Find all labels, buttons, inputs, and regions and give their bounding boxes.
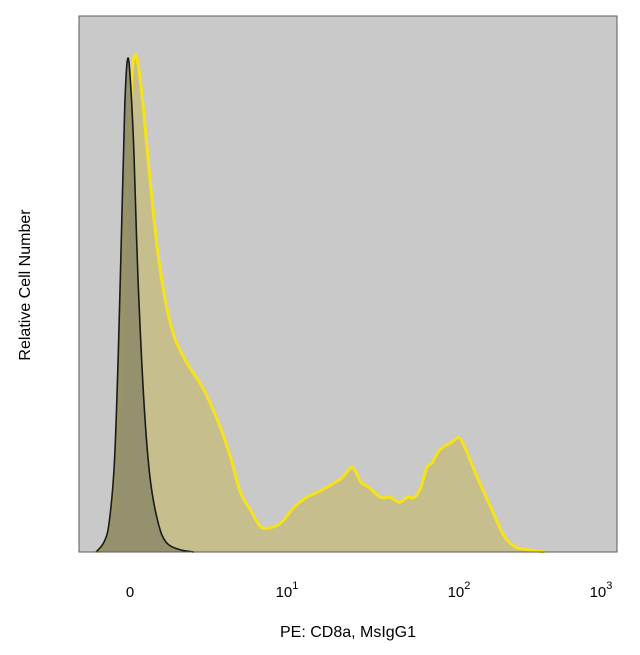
- x-tick-label-0: 0: [126, 584, 134, 601]
- x-tick-label-3: 103: [590, 580, 613, 601]
- series-layer: [95, 52, 545, 554]
- x-tick-label-1: 101: [276, 580, 299, 601]
- histogram-0-line: [95, 57, 195, 553]
- x-axis-label: PE: CD8a, MsIgG1: [280, 624, 416, 641]
- histogram-1-line: [95, 52, 545, 554]
- y-axis-label: Relative Cell Number: [17, 209, 34, 361]
- x-tick-labels: 0 101 102 103: [126, 580, 613, 601]
- x-tick-label-2: 102: [448, 580, 471, 601]
- plot-frame: [78, 15, 618, 553]
- histogram-0-fill: [96, 57, 194, 552]
- histogram-1-fill: [96, 54, 545, 552]
